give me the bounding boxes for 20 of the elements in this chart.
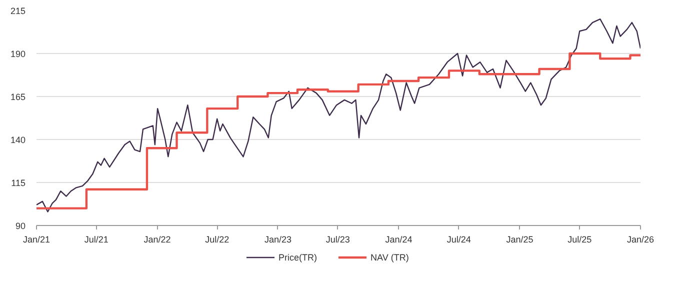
x-tick-label: Jul/22 — [205, 234, 230, 244]
y-tick-label: 215 — [10, 6, 26, 16]
y-tick-label: 190 — [10, 49, 26, 59]
y-tick-label: 165 — [10, 92, 26, 102]
x-tick-label: Jul/25 — [568, 234, 592, 244]
legend-label: NAV (TR) — [370, 252, 409, 262]
x-tick-label: Jul/23 — [326, 234, 350, 244]
x-tick-label: Jan/25 — [506, 234, 534, 244]
x-tick-label: Jan/21 — [22, 234, 50, 244]
legend-label: Price(TR) — [278, 252, 317, 262]
x-tick-label: Jan/24 — [385, 234, 412, 244]
line-series — [36, 18, 640, 212]
x-tick-label: Jan/23 — [264, 234, 292, 244]
y-tick-label: 115 — [11, 178, 26, 188]
x-tick-label: Jul/21 — [84, 234, 108, 244]
x-tick-label: Jan/26 — [626, 234, 654, 244]
x-tick-label: Jan/22 — [144, 234, 171, 244]
y-tick-label: 140 — [10, 135, 26, 145]
x-tick-label: Jul/24 — [446, 234, 471, 244]
y-tick-label: 90 — [15, 221, 26, 231]
